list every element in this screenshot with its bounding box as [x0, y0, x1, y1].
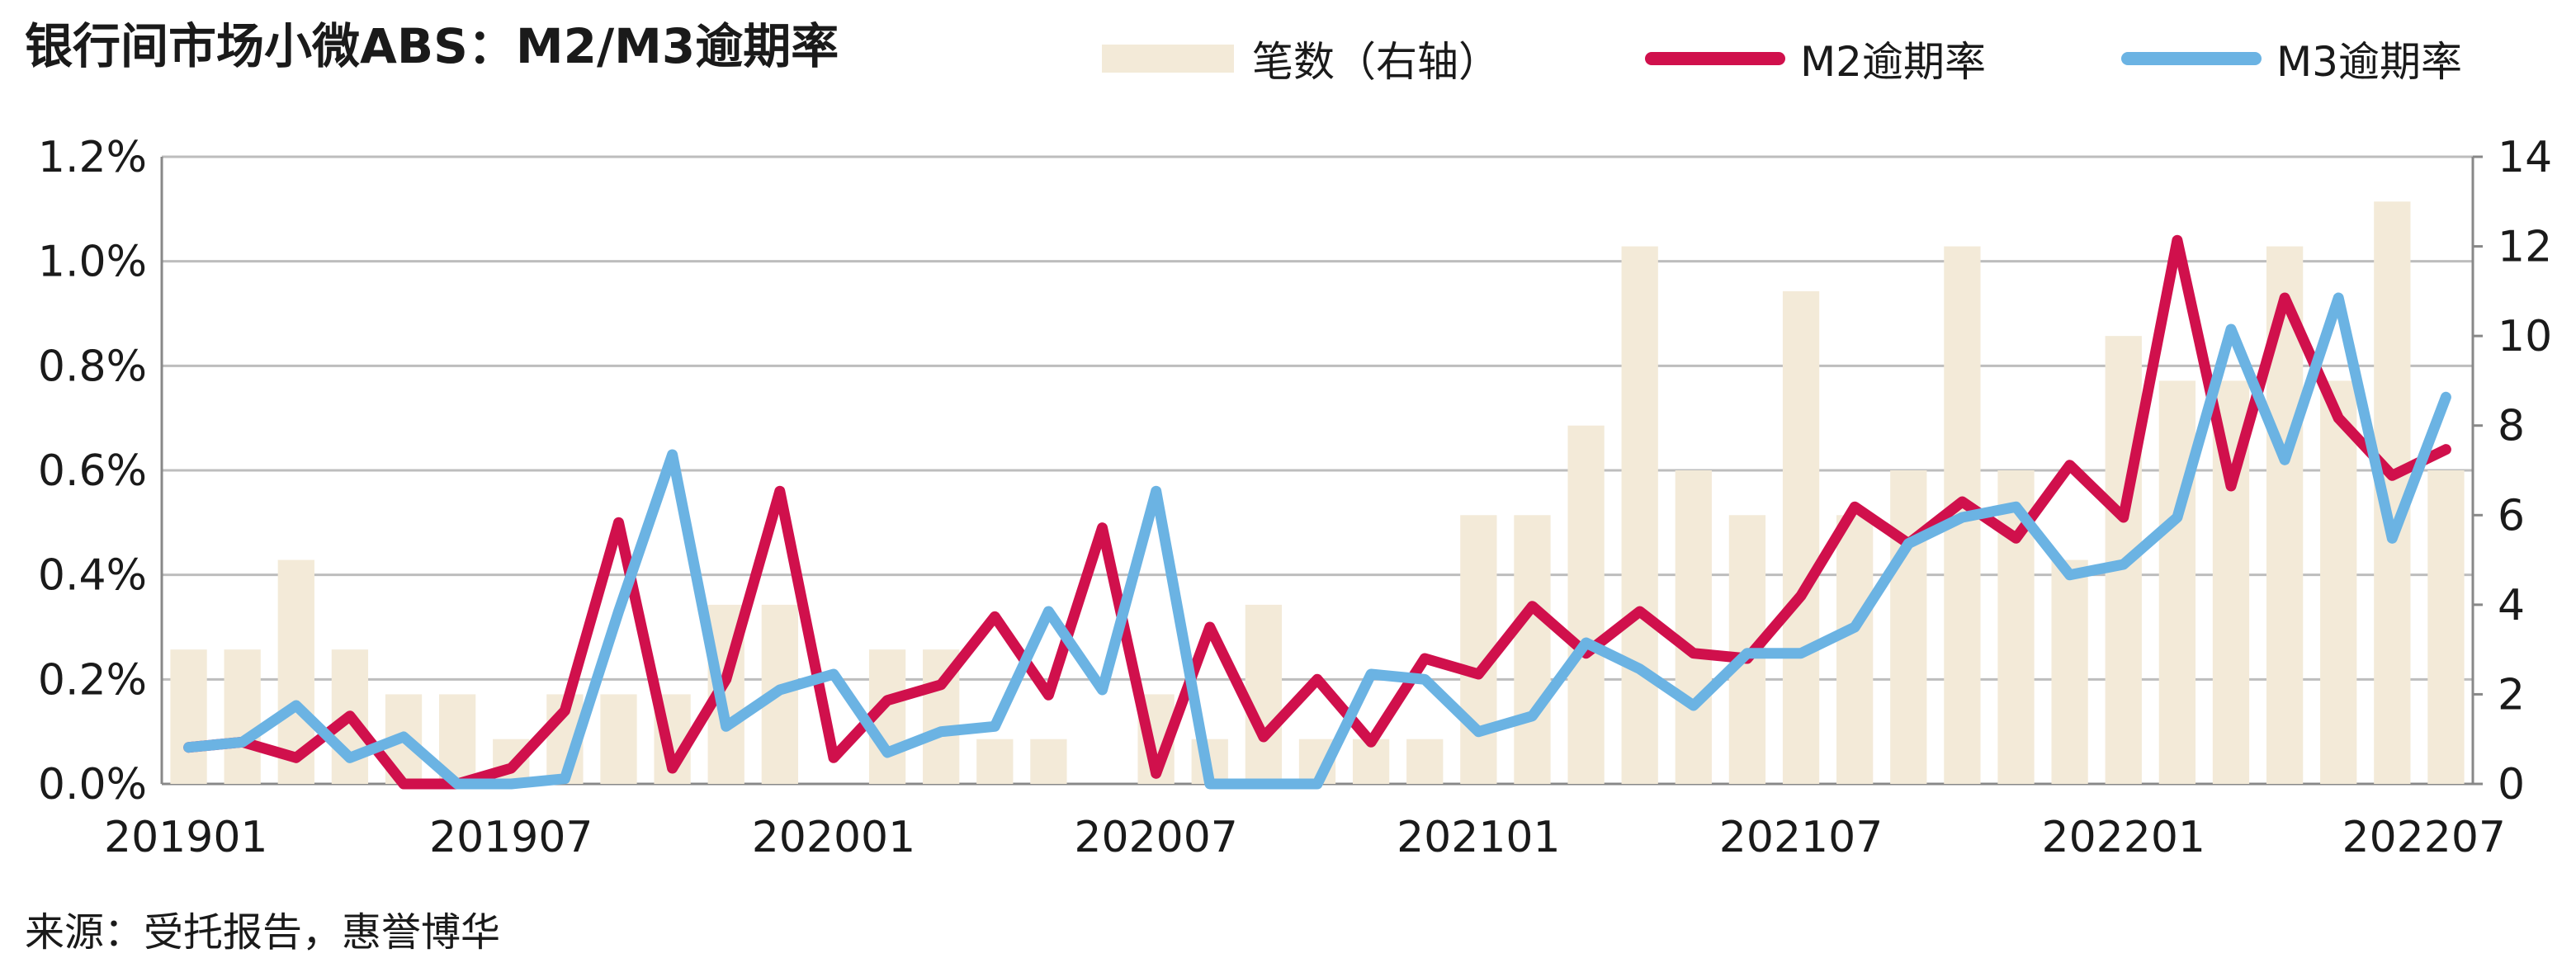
x-tick-label: 201907 [429, 813, 593, 862]
source-note: 来源：受托报告，惠誉博华 [25, 909, 501, 956]
bar-count [2320, 380, 2357, 784]
x-tick-label: 202001 [752, 813, 916, 862]
bar-count [1675, 470, 1712, 784]
bar-count [1030, 739, 1067, 784]
x-tick-label: 201901 [104, 813, 268, 862]
bar-count [170, 649, 207, 784]
legend-swatch-m3 [2121, 52, 2262, 65]
chart-title: 银行间市场小微ABS：M2/M3逾期率 [25, 18, 839, 74]
legend-item-m2: M2逾期率 [1645, 30, 1986, 87]
y-left-tick-label: 0.8% [38, 342, 147, 391]
legend-label-m2: M2逾期率 [1800, 38, 1986, 86]
bar-count [1460, 515, 1497, 784]
bar-count [2427, 470, 2465, 784]
bar-count [2158, 380, 2196, 784]
y-left-tick-label: 0.6% [38, 446, 147, 496]
x-tick-label: 202007 [1074, 813, 1238, 862]
bar-count [1406, 739, 1444, 784]
y-left-tick-label: 1.2% [38, 133, 147, 182]
x-tick-label: 202107 [1719, 813, 1884, 862]
y-right-tick-label: 0 [2498, 760, 2525, 809]
y-right-tick-label: 12 [2498, 223, 2552, 272]
bar-count [1621, 246, 1658, 785]
y-left-tick-label: 0.2% [38, 655, 147, 705]
bar-count [600, 694, 637, 784]
y-right-tick-label: 8 [2498, 402, 2525, 451]
y-left-tick-label: 0.4% [38, 551, 147, 601]
y-right-tick-label: 4 [2498, 581, 2525, 630]
series-line-m2 [183, 234, 2451, 790]
x-tick-label: 202207 [2342, 813, 2506, 862]
bar-count [1567, 425, 1605, 784]
y-right-tick-label: 10 [2498, 312, 2552, 361]
bar-count [2051, 559, 2088, 784]
y-right-tick-label: 2 [2498, 670, 2525, 720]
y-right-tick-label: 6 [2498, 491, 2525, 540]
x-tick-label: 202101 [1397, 813, 1561, 862]
bar-count [1836, 515, 1874, 784]
y-left-tick-label: 1.0% [38, 238, 147, 287]
legend-swatch-m2 [1645, 52, 1785, 65]
legend-label-count: 笔数（右轴） [1252, 38, 1500, 86]
legend-swatch-bar [1102, 45, 1234, 73]
legend-label-m3: M3逾期率 [2276, 38, 2462, 86]
legend-item-count: 笔数（右轴） [1102, 30, 1500, 87]
bar-count [1245, 604, 1283, 784]
bar-count [1890, 470, 1927, 784]
y-left-tick-label: 0.0% [38, 760, 147, 809]
bar-count [224, 649, 261, 784]
bar-count [976, 739, 1014, 784]
legend-item-m3: M3逾期率 [2121, 30, 2462, 87]
series-line-m3 [183, 292, 2451, 790]
bar-count [1514, 515, 1551, 784]
bar-count [1782, 290, 1820, 784]
x-tick-label: 202201 [2041, 813, 2205, 862]
chart-legend: 笔数（右轴） M2逾期率 M3逾期率 [0, 30, 2576, 87]
y-right-tick-label: 14 [2498, 133, 2552, 182]
